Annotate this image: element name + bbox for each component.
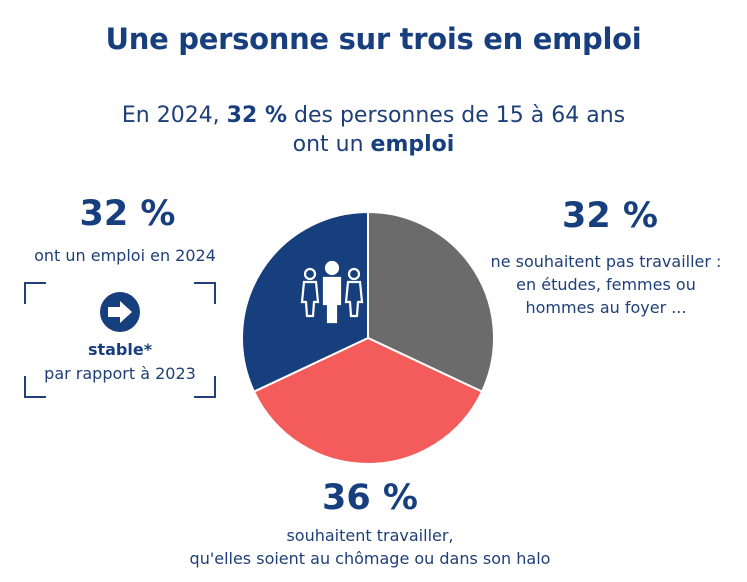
bottom-stat-line: souhaitent travailler, [286, 526, 454, 545]
right-stat-description: ne souhaitent pas travailler : en études… [470, 250, 742, 319]
frame-corner-top-right [194, 282, 216, 304]
pie-slice [367, 210, 495, 393]
left-stat-description: ont un emploi en 2024 [34, 246, 216, 265]
subtitle-prefix: En 2024, [121, 103, 227, 128]
bottom-stat-value: 36 % [322, 478, 418, 518]
left-stat-value: 32 % [79, 194, 176, 234]
page-title: Une personne sur trois en emploi [105, 22, 642, 56]
subtitle-line2-highlight: emploi [370, 132, 455, 157]
right-stat-line: ne souhaitent pas travailler : [490, 252, 722, 271]
pie-slice [252, 336, 484, 465]
right-stat-value: 32 % [562, 196, 658, 236]
right-stat-line: hommes au foyer ... [525, 298, 687, 317]
right-stat-line: en études, femmes ou [516, 275, 696, 294]
subtitle-line2-prefix: ont un [292, 132, 371, 157]
subtitle-line-2: ont un emploi [0, 130, 747, 159]
people-icon [300, 260, 364, 324]
trend-label: stable* [87, 340, 153, 359]
bottom-stat-description: souhaitent travailler, qu'elles soient a… [120, 524, 620, 570]
pie-chart [241, 210, 495, 465]
subtitle-line-1: En 2024, 32 % des personnes de 15 à 64 a… [0, 101, 747, 130]
bottom-stat-line: qu'elles soient au chômage ou dans son h… [189, 549, 551, 568]
subtitle: En 2024, 32 % des personnes de 15 à 64 a… [0, 101, 747, 159]
arrow-right-icon [100, 292, 140, 332]
frame-corner-bottom-left [24, 376, 46, 398]
frame-corner-bottom-right [194, 376, 216, 398]
subtitle-middle: des personnes de 15 à 64 ans [287, 103, 626, 128]
subtitle-highlight: 32 % [226, 103, 287, 128]
trend-description: par rapport à 2023 [44, 364, 196, 383]
frame-corner-top-left [24, 282, 46, 304]
